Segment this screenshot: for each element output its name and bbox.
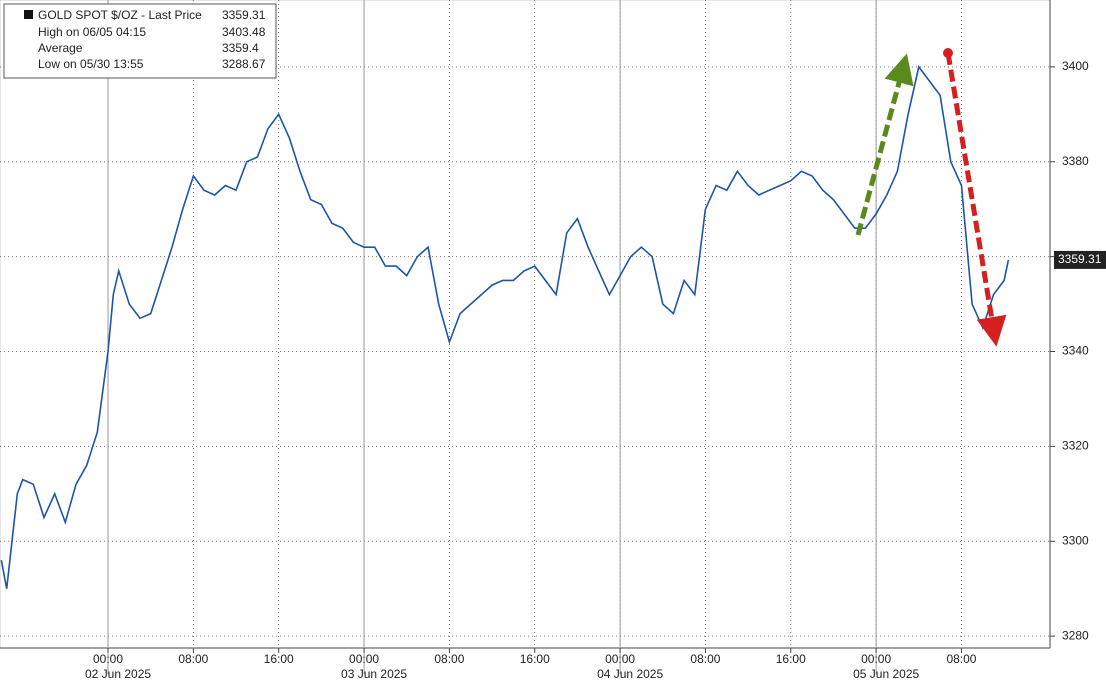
up-arrow — [855, 53, 914, 236]
date-label: 03 Jun 2025 — [341, 667, 407, 681]
stat-label: High on 06/05 04:15 — [38, 25, 146, 39]
y-tick-label: 3340 — [1062, 344, 1089, 358]
stat-label: Average — [38, 41, 83, 55]
y-tick-label: 3400 — [1062, 59, 1089, 73]
stat-value: 3288.67 — [222, 57, 266, 71]
x-tick-label: 00:00 — [93, 652, 123, 666]
x-tick-label: 16:00 — [520, 652, 550, 666]
x-tick-label: 16:00 — [776, 652, 806, 666]
y-tick-label: 3280 — [1062, 628, 1089, 642]
y-tick-label: 3300 — [1062, 533, 1089, 547]
date-label: 05 Jun 2025 — [853, 667, 919, 681]
stat-value: 3403.48 — [222, 25, 266, 39]
date-label: 02 Jun 2025 — [85, 667, 151, 681]
last-price-label: 3359.31 — [1058, 252, 1102, 266]
legend-frame — [3, 3, 277, 79]
stat-value: 3359.4 — [222, 41, 259, 55]
stat-label: Low on 05/30 13:55 — [38, 57, 144, 71]
x-tick-label: 00:00 — [349, 652, 379, 666]
y-tick-label: 3380 — [1062, 154, 1089, 168]
x-tick-label: 08:00 — [178, 652, 208, 666]
x-tick-label: 08:00 — [690, 652, 720, 666]
last-price-tag — [1054, 250, 1106, 269]
x-tick-label: 08:00 — [434, 652, 464, 666]
y-tick-label: 3320 — [1062, 439, 1089, 453]
plot-area — [0, 0, 1051, 649]
legend-title: GOLD SPOT $/OZ - Last Price — [38, 8, 202, 22]
down-arrow — [945, 52, 1007, 347]
legend-last: 3359.31 — [222, 8, 266, 22]
legend-box: GOLD SPOT $/OZ - Last Price 3359.31 High… — [3, 3, 277, 79]
price-line — [0, 65, 1010, 589]
x-tick-label: 00:00 — [605, 652, 635, 666]
x-tick-label: 16:00 — [264, 652, 294, 666]
legend-swatch — [24, 10, 33, 19]
x-tick-label: 08:00 — [946, 652, 976, 666]
x-tick-label: 00:00 — [861, 652, 891, 666]
date-label: 04 Jun 2025 — [597, 667, 663, 681]
